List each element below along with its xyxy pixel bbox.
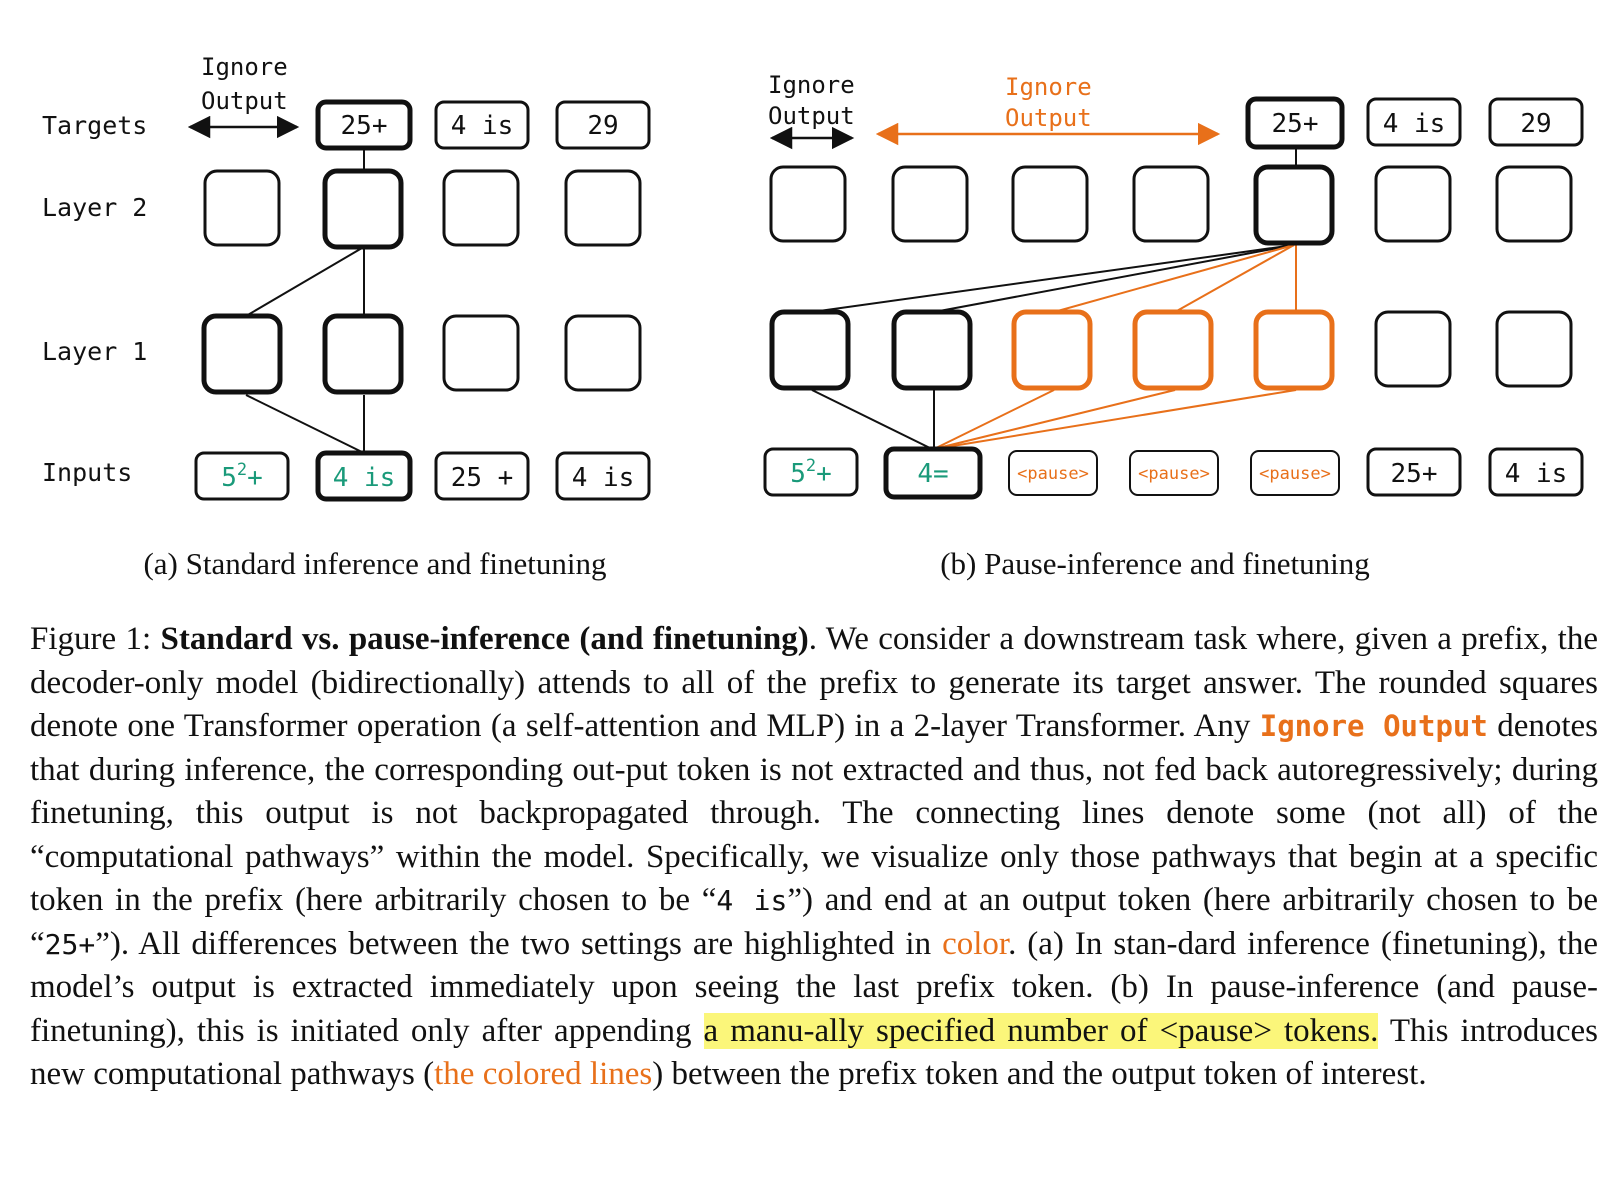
layer1-cell-pause xyxy=(1132,309,1214,391)
caption-text: denotes that during inference, the corre… xyxy=(30,708,1598,918)
layer1-cell xyxy=(442,314,520,392)
inline-code-25plus: 25+ xyxy=(44,927,96,961)
input-text: 25+ xyxy=(1391,459,1438,489)
figure-label: Figure 1: xyxy=(30,621,161,657)
layer1-cell-active xyxy=(201,313,283,395)
input-box-5sq xyxy=(194,451,290,501)
targets-row-label: Targets xyxy=(42,111,147,140)
input-text-5sq: 52+ xyxy=(221,460,263,493)
ignore-output-inline-code: Ignore Output xyxy=(1259,709,1488,743)
input-text: 4 is xyxy=(1505,459,1568,489)
input-box-4is xyxy=(1488,447,1584,497)
pathway-line xyxy=(245,247,363,317)
target-box-29 xyxy=(555,100,651,150)
layer1-cell-active xyxy=(891,309,973,391)
caption-text: ”) and end at an output token (here arbi… xyxy=(30,882,1598,962)
layer2-row-label: Layer 2 xyxy=(42,193,147,222)
colored-lines-text: the colored lines xyxy=(434,1056,653,1092)
panel-a: Targets Layer 2 Layer 1 Inputs Ignore Ou… xyxy=(42,53,651,581)
input-box-25plus xyxy=(434,451,530,501)
pathway-line xyxy=(811,244,1295,313)
layer1-cell-active xyxy=(769,309,851,391)
target-box-25plus xyxy=(1245,96,1345,150)
layer1-cell xyxy=(564,314,642,392)
layer1-cell-pause xyxy=(1011,309,1093,391)
input-text-5sq: 52+ xyxy=(790,456,832,489)
layer2-cell xyxy=(769,165,847,243)
input-box-pause xyxy=(1250,450,1340,496)
layer2-cell xyxy=(1495,165,1573,243)
input-box-4is xyxy=(555,451,651,501)
input-box-25plus xyxy=(1366,447,1462,497)
pause-token-text: <pause> xyxy=(1017,464,1089,484)
inputs-row-label: Inputs xyxy=(42,458,132,487)
layer2-cell xyxy=(891,165,969,243)
pathway-line-orange xyxy=(1053,244,1295,313)
inline-code-4is: 4 is xyxy=(716,884,788,917)
input-box-pause xyxy=(1129,450,1219,496)
caption-text: ”). All differences between the two sett… xyxy=(95,925,943,962)
input-box-pause xyxy=(1008,450,1098,496)
layer1-cell-active xyxy=(322,313,404,395)
input-box-4is-active xyxy=(315,450,413,502)
pathway-line-orange xyxy=(933,389,1176,450)
caption-text: This introduces new computational pathwa… xyxy=(30,1012,1599,1093)
layer1-row-label: Layer 1 xyxy=(42,337,147,366)
caption-title: Standard vs. pause-inference (and finetu… xyxy=(160,621,809,657)
input-text: 4= xyxy=(917,459,948,489)
caption-text: . (a) In stan-dard inference (finetuning… xyxy=(30,925,1598,1049)
target-text: 4 is xyxy=(451,111,514,141)
layer2-cell xyxy=(442,169,520,247)
input-text: 25 + xyxy=(451,463,514,493)
layer1-cell xyxy=(1495,310,1573,388)
pathway-line xyxy=(933,244,1295,313)
subcaption-a: (a) Standard inference and finetuning xyxy=(143,546,606,581)
pathway-line xyxy=(245,394,365,454)
pathway-line xyxy=(811,389,933,450)
target-text: 29 xyxy=(587,111,618,141)
target-box-29 xyxy=(1488,97,1584,147)
target-text: 4 is xyxy=(1383,109,1446,139)
figure-diagram: Targets Layer 2 Layer 1 Inputs Ignore Ou… xyxy=(42,53,1584,581)
subcaption-b: (b) Pause-inference and finetuning xyxy=(940,546,1370,581)
input-text: 4 is xyxy=(572,463,635,493)
target-text: 25+ xyxy=(1272,109,1319,139)
pathway-line-orange xyxy=(933,389,1297,450)
ignore-output-label-orange-line1: Ignore xyxy=(1005,73,1092,101)
caption-text: ) between the prefix token and the outpu… xyxy=(652,1056,1427,1092)
input-box-5sq xyxy=(763,447,859,497)
ignore-output-label-orange-line2: Output xyxy=(1005,104,1092,132)
input-text: 4 is xyxy=(333,463,396,493)
target-box-25plus xyxy=(315,99,413,151)
target-box-4is xyxy=(434,100,530,150)
target-box-4is xyxy=(1366,97,1462,147)
pathway-line-orange xyxy=(933,389,1055,450)
layer2-cell-active xyxy=(322,168,404,250)
target-text: 25+ xyxy=(341,111,388,141)
figure-caption: Figure 1: Standard vs. pause-inference (… xyxy=(30,618,1598,1097)
layer2-cell-active xyxy=(1253,164,1335,246)
ignore-output-label-line1: Ignore xyxy=(201,53,288,81)
ignore-output-label-line1: Ignore xyxy=(768,71,855,99)
input-box-4eq-active xyxy=(883,446,983,500)
layer2-cell xyxy=(1011,165,1089,243)
layer1-cell xyxy=(1374,310,1452,388)
caption-text: . We consider a downstream task where, g… xyxy=(30,621,1598,744)
pause-token-text: <pause> xyxy=(1138,464,1210,484)
ignore-output-label-line2: Output xyxy=(201,87,288,115)
target-text: 29 xyxy=(1520,109,1551,139)
layer2-cell xyxy=(564,169,642,247)
color-word: color xyxy=(942,925,1009,962)
ignore-output-label-line2: Output xyxy=(768,102,855,130)
layer2-cell xyxy=(203,169,281,247)
layer1-cell-pause xyxy=(1253,309,1335,391)
panel-b: Ignore Output Ignore Output 25+ 4 is 29 xyxy=(763,71,1584,581)
pause-token-text: <pause> xyxy=(1259,464,1331,484)
pathway-line-orange xyxy=(1174,244,1295,313)
layer2-cell xyxy=(1374,165,1452,243)
layer2-cell xyxy=(1132,165,1210,243)
highlighted-text: a manu-ally specified number of <pause> … xyxy=(703,1012,1379,1049)
